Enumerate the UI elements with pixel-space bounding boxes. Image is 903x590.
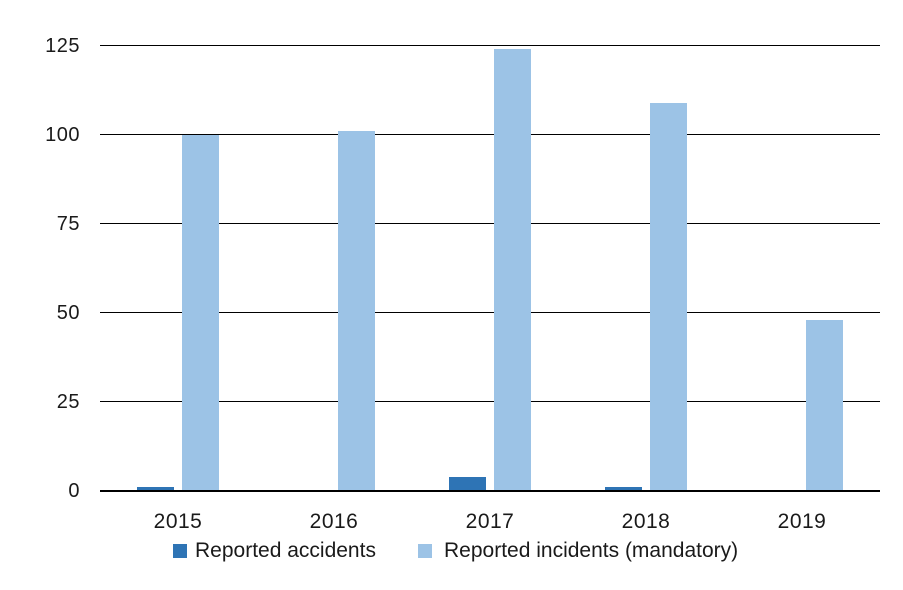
y-tick-label-100: 100	[45, 123, 80, 146]
y-tick-label-75: 75	[56, 212, 80, 235]
legend-item-0: Reported accidents	[173, 540, 376, 562]
legend-item-1: Reported incidents (mandatory)	[418, 540, 738, 562]
bar-2017-series-0	[449, 477, 486, 491]
bar-2015-series-1	[182, 135, 219, 491]
bar-2018-series-0	[605, 487, 642, 491]
legend-label-0: Reported accidents	[195, 539, 376, 562]
bar-2016-series-1	[338, 131, 375, 491]
bar-2019-series-1	[806, 320, 843, 491]
gridline-100	[100, 134, 880, 136]
x-tick-label-2019: 2019	[777, 510, 827, 533]
legend-swatch-icon	[418, 544, 432, 558]
y-tick-label-0: 0	[68, 480, 80, 502]
gridline-75	[100, 223, 880, 225]
legend-label-1: Reported incidents (mandatory)	[444, 539, 739, 562]
gridline-125	[100, 45, 880, 46]
gridline-50	[100, 312, 880, 314]
bar-2015-series-0	[137, 487, 174, 491]
bar-2017-series-1	[494, 49, 531, 491]
x-tick-label-2018: 2018	[621, 510, 671, 533]
x-tick-label-2016: 2016	[309, 510, 359, 533]
x-axis-line	[100, 490, 880, 492]
legend-swatch-icon	[173, 544, 187, 558]
gridline-25	[100, 401, 880, 403]
y-tick-label-125: 125	[45, 34, 80, 57]
y-tick-label-50: 50	[56, 301, 80, 324]
bar-2018-series-1	[650, 103, 687, 491]
y-tick-label-25: 25	[56, 390, 80, 413]
x-tick-label-2017: 2017	[465, 510, 515, 533]
x-tick-label-2015: 2015	[153, 510, 203, 533]
